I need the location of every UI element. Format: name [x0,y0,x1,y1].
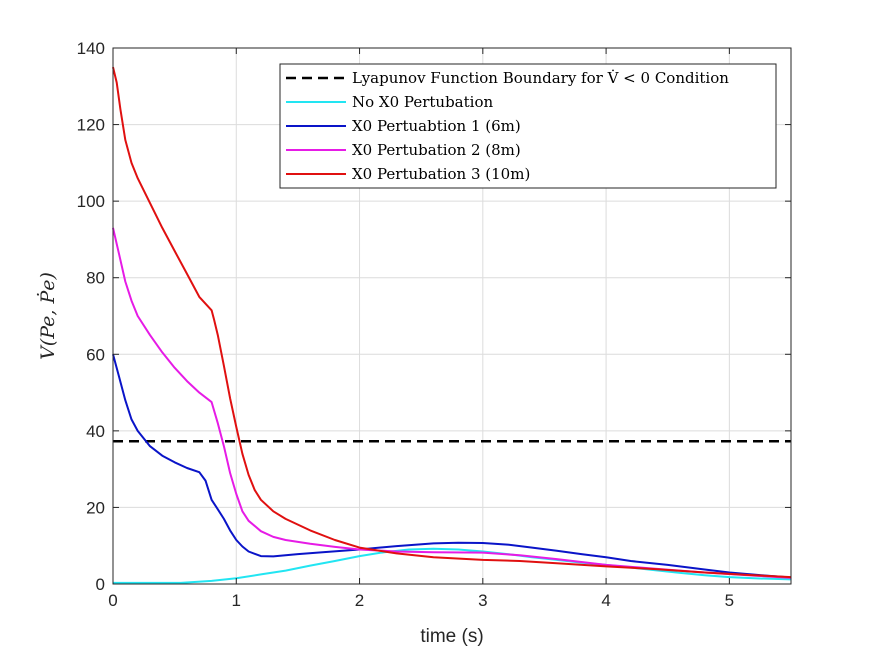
x-axis-label: time (s) [420,626,483,647]
y-tick-label: 0 [96,575,105,594]
y-tick-label: 40 [86,422,105,441]
x-tick-label: 3 [478,591,487,610]
x-tick-label: 0 [108,591,117,610]
series-line-no_perturbation [113,547,792,584]
legend-label-perturbation_3: X0 Pertubation 3 (10m) [352,165,530,183]
legend-label-boundary: Lyapunov Function Boundary for V̇ < 0 Co… [352,69,729,87]
y-tick-label: 80 [86,269,105,288]
series-line-perturbation_2 [112,227,792,579]
series-layer [112,66,792,584]
y-tick-label: 20 [86,498,105,517]
y-tick-label: 100 [77,192,105,211]
x-tick-label: 5 [725,591,734,610]
plot-frame [112,47,792,585]
series-line-perturbation_1 [112,354,792,579]
y-axis-label: V(Pe, Ṗe) [36,272,59,360]
x-tick-label: 2 [355,591,364,610]
legend-label-perturbation_2: X0 Pertubation 2 (8m) [352,141,521,159]
series-line-perturbation_3 [112,66,792,579]
axis-ticks: 0 1 2 3 4 5 0 20 40 60 80 100 120 140 [77,39,791,610]
y-tick-label: 60 [86,345,105,364]
legend: Lyapunov Function Boundary for V̇ < 0 Co… [279,63,777,189]
x-tick-label: 4 [601,591,610,610]
legend-label-perturbation_1: X0 Pertuabtion 1 (6m) [352,117,521,135]
y-tick-label: 120 [77,116,105,135]
y-tick-label: 140 [77,39,105,58]
legend-box [279,63,777,189]
x-tick-label: 1 [232,591,241,610]
legend-label-no_perturbation: No X0 Pertubation [352,93,493,111]
